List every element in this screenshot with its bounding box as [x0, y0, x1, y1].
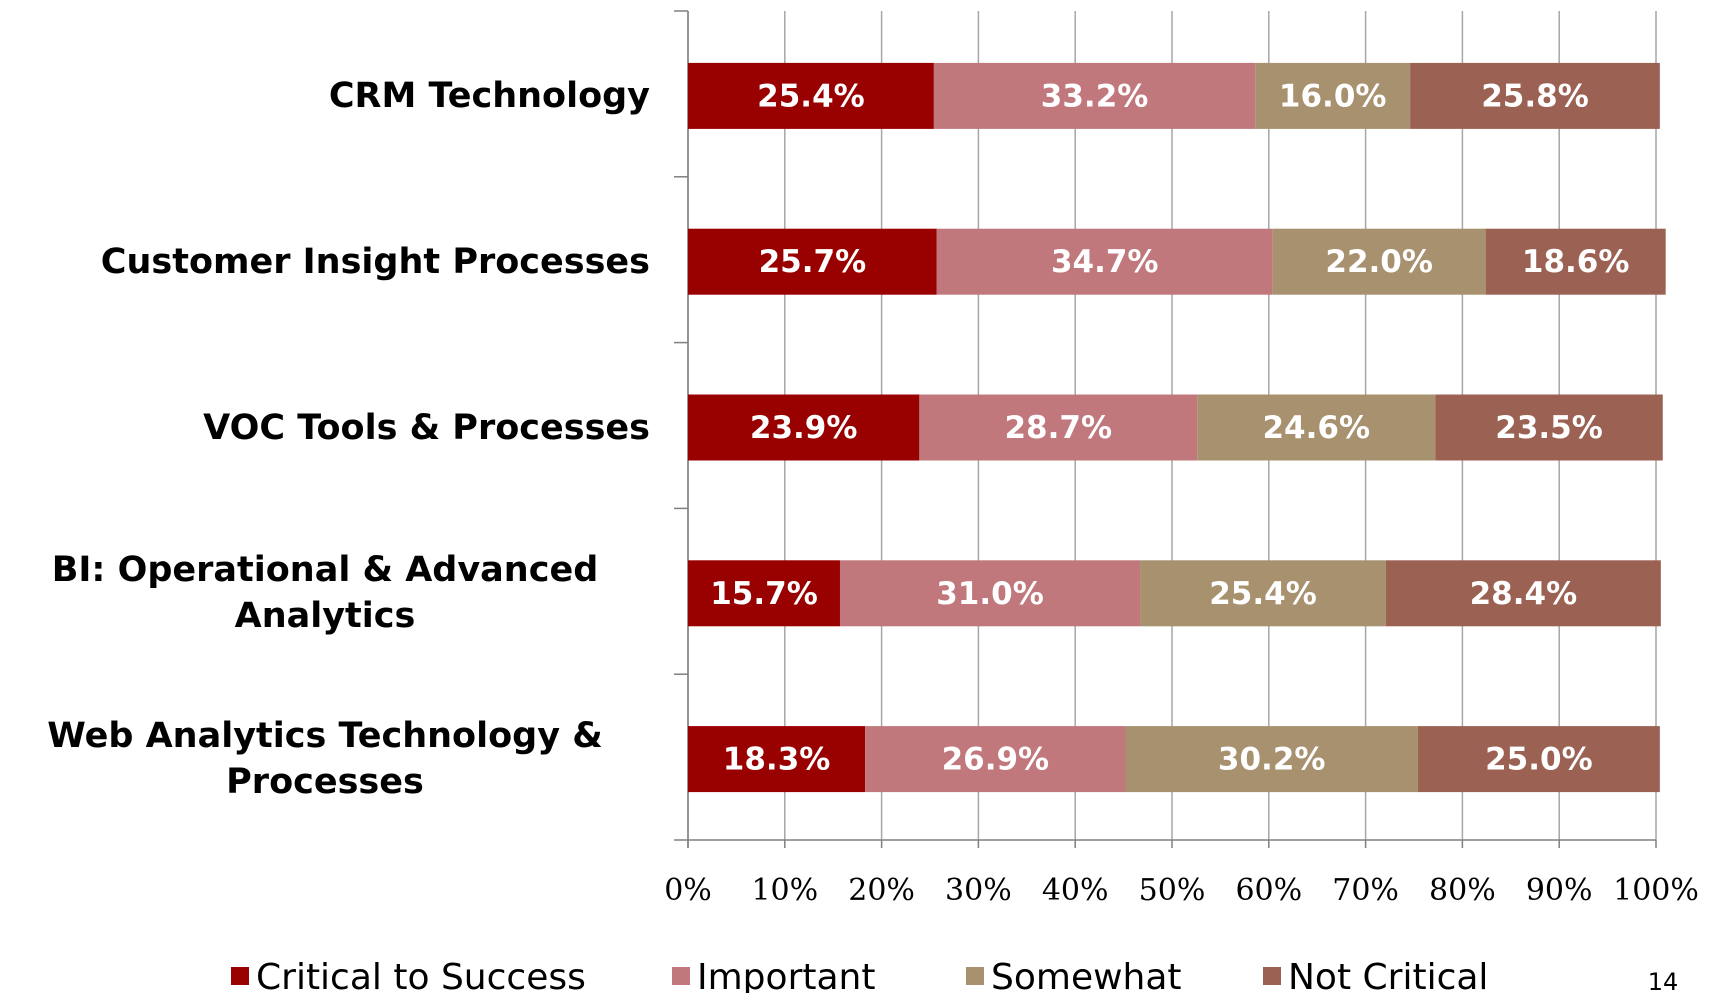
page-number: 14: [1648, 968, 1679, 993]
legend-swatch: [672, 967, 690, 985]
data-label: 24.6%: [1262, 410, 1370, 446]
data-label: 15.7%: [710, 576, 818, 612]
bar-segment: [688, 62, 934, 129]
legend-label: Not Critical: [1288, 957, 1488, 993]
bar-segment: [1435, 394, 1663, 461]
bar-segment: [1485, 228, 1666, 295]
data-label: 34.7%: [1051, 244, 1159, 280]
data-label: 30.2%: [1218, 742, 1326, 778]
bar-segment: [1125, 726, 1418, 793]
bar-segment: [936, 228, 1273, 295]
bar-segment: [688, 394, 920, 461]
category-label: Web Analytics Technology & Processes: [47, 716, 603, 803]
bar-segment: [865, 726, 1126, 793]
bar-segment: [919, 394, 1198, 461]
x-tick-label: 20%: [848, 873, 915, 908]
bar-segment: [1385, 560, 1661, 627]
bar-segment: [1410, 62, 1660, 129]
x-tick-label: 70%: [1332, 873, 1399, 908]
data-label: 23.5%: [1495, 410, 1603, 446]
bar-segment: [688, 560, 840, 627]
x-tick-label: 40%: [1042, 873, 1109, 908]
x-tick-label: 30%: [945, 873, 1012, 908]
category-label: VOC Tools & Processes: [203, 407, 650, 448]
legend-label: Critical to Success: [256, 957, 586, 993]
x-tick-label: 100%: [1613, 873, 1699, 908]
data-label: 28.7%: [1004, 410, 1112, 446]
x-tick-label: 0%: [664, 873, 712, 908]
data-label: 25.0%: [1485, 742, 1593, 778]
bar-segment: [1417, 726, 1660, 793]
data-label: 16.0%: [1279, 78, 1387, 114]
data-label: 25.7%: [759, 244, 867, 280]
data-label: 28.4%: [1470, 576, 1578, 612]
bar-segment: [688, 228, 937, 295]
data-label: 18.6%: [1522, 244, 1630, 280]
legend-label: Somewhat: [991, 957, 1182, 993]
data-label: 18.3%: [723, 742, 831, 778]
data-label: 31.0%: [936, 576, 1044, 612]
category-label: BI: Operational & Advanced Analytics: [51, 550, 599, 637]
data-label: 25.4%: [1209, 576, 1317, 612]
legend-swatch: [1263, 967, 1281, 985]
data-label: 25.4%: [757, 78, 865, 114]
x-tick-label: 10%: [751, 873, 818, 908]
category-label: Customer Insight Processes: [100, 241, 650, 282]
legend-swatch: [231, 967, 249, 985]
category-label: CRM Technology: [328, 75, 650, 116]
x-tick-label: 60%: [1235, 873, 1302, 908]
bar-segment: [1255, 62, 1411, 129]
x-tick-label: 80%: [1429, 873, 1496, 908]
bar-segment: [1272, 228, 1486, 295]
data-label: 23.9%: [750, 410, 858, 446]
bar-segment: [933, 62, 1256, 129]
data-label: 33.2%: [1041, 78, 1149, 114]
data-label: 25.8%: [1481, 78, 1589, 114]
bar-segment: [1140, 560, 1386, 627]
bar-segment: [839, 560, 1141, 627]
data-label: 22.0%: [1325, 244, 1433, 280]
bar-segment: [688, 726, 866, 793]
legend-label: Important: [697, 957, 875, 993]
bar-segment: [1197, 394, 1436, 461]
x-tick-label: 50%: [1139, 873, 1206, 908]
data-label: 26.9%: [942, 742, 1050, 778]
x-tick-label: 90%: [1526, 873, 1593, 908]
legend-swatch: [966, 967, 984, 985]
